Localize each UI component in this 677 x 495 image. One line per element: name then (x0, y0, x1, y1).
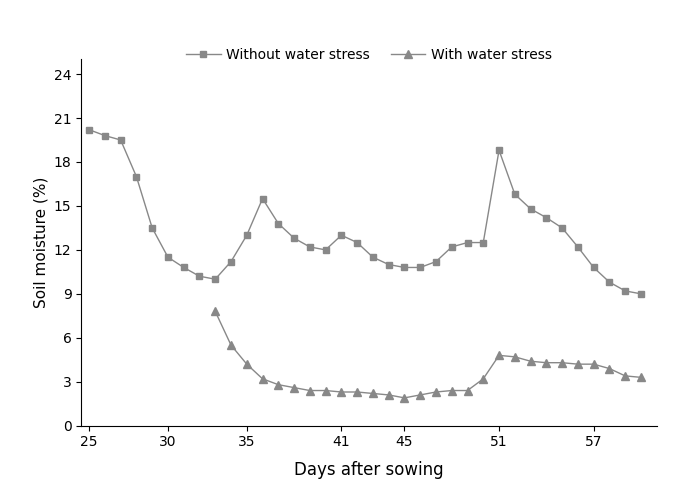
With water stress (542, 360, 550, 366)
Y-axis label: Soil moisture (%): Soil moisture (%) (33, 177, 48, 308)
Without water stress (243, 232, 251, 238)
With water stress (369, 391, 377, 396)
With water stress (510, 354, 519, 360)
With water stress (290, 385, 298, 391)
Without water stress (621, 288, 629, 294)
Without water stress (101, 133, 109, 139)
Without water stress (133, 174, 141, 180)
Without water stress (148, 225, 156, 231)
Without water stress (464, 240, 472, 246)
Without water stress (211, 276, 219, 282)
With water stress (464, 388, 472, 394)
With water stress (447, 388, 456, 394)
With water stress (637, 374, 645, 380)
Without water stress (179, 264, 188, 270)
Legend: Without water stress, With water stress: Without water stress, With water stress (186, 48, 552, 62)
Without water stress (605, 279, 613, 285)
Without water stress (432, 258, 440, 264)
With water stress (243, 361, 251, 367)
Without water stress (495, 148, 503, 153)
With water stress (605, 366, 613, 372)
With water stress (306, 388, 314, 394)
Without water stress (116, 137, 125, 143)
Without water stress (85, 127, 93, 133)
With water stress (322, 388, 330, 394)
With water stress (211, 308, 219, 314)
Line: With water stress: With water stress (211, 307, 645, 401)
With water stress (558, 360, 566, 366)
X-axis label: Days after sowing: Days after sowing (294, 460, 444, 479)
With water stress (400, 395, 408, 401)
With water stress (479, 376, 487, 382)
Without water stress (164, 254, 172, 260)
Without water stress (259, 196, 267, 201)
Without water stress (527, 206, 535, 212)
With water stress (227, 342, 235, 348)
With water stress (385, 392, 393, 398)
Without water stress (369, 254, 377, 260)
With water stress (590, 361, 598, 367)
With water stress (574, 361, 582, 367)
With water stress (621, 373, 629, 379)
Without water stress (510, 191, 519, 197)
With water stress (495, 352, 503, 358)
Without water stress (290, 235, 298, 241)
With water stress (337, 389, 345, 395)
With water stress (353, 389, 362, 395)
Without water stress (306, 244, 314, 250)
Without water stress (385, 261, 393, 267)
Without water stress (322, 247, 330, 253)
Without water stress (574, 244, 582, 250)
Without water stress (400, 264, 408, 270)
Without water stress (227, 258, 235, 264)
With water stress (527, 358, 535, 364)
Without water stress (416, 264, 424, 270)
Without water stress (337, 232, 345, 238)
Without water stress (274, 221, 282, 227)
Without water stress (637, 291, 645, 297)
Without water stress (353, 240, 362, 246)
Without water stress (558, 225, 566, 231)
Line: Without water stress: Without water stress (86, 127, 644, 297)
With water stress (432, 389, 440, 395)
Without water stress (590, 264, 598, 270)
With water stress (259, 376, 267, 382)
With water stress (416, 392, 424, 398)
Without water stress (447, 244, 456, 250)
Without water stress (479, 240, 487, 246)
Without water stress (542, 215, 550, 221)
With water stress (274, 382, 282, 388)
Without water stress (196, 273, 204, 279)
